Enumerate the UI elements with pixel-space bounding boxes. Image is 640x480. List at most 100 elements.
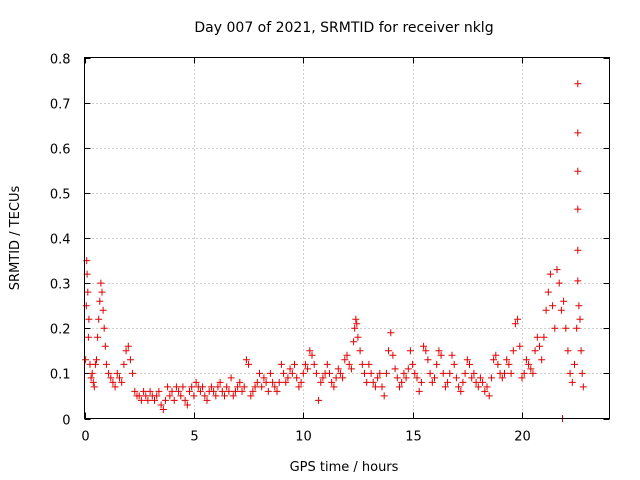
data-point (568, 378, 576, 386)
data-point (452, 374, 460, 382)
data-point (131, 387, 139, 395)
data-point (574, 129, 582, 137)
data-point (562, 324, 570, 332)
data-point (518, 374, 526, 382)
tick-marks (84, 57, 610, 420)
data-point (140, 387, 148, 395)
data-point (420, 342, 428, 350)
data-point (393, 374, 401, 382)
data-point (546, 270, 554, 278)
data-point (371, 383, 379, 391)
data-point (354, 333, 362, 341)
data-point (483, 383, 491, 391)
data-point (437, 351, 445, 359)
data-point (280, 369, 288, 377)
data-point (90, 383, 98, 391)
data-point (341, 356, 349, 364)
data-point (358, 360, 366, 368)
y-tick-label: 0.6 (50, 143, 71, 158)
data-point (566, 369, 574, 377)
data-point (411, 369, 419, 377)
data-point (439, 369, 447, 377)
data-point (507, 369, 515, 377)
data-point (177, 392, 185, 400)
data-point (402, 374, 410, 382)
data-point (231, 387, 239, 395)
data-point (396, 383, 403, 391)
data-point (444, 378, 452, 386)
data-point (212, 392, 220, 400)
data-point (382, 369, 390, 377)
x-tick-label: 20 (514, 430, 531, 445)
data-point (203, 396, 211, 404)
data-point (129, 369, 137, 377)
data-point (137, 396, 145, 404)
data-point (91, 360, 99, 368)
grid-lines (84, 57, 610, 419)
data-point (179, 383, 187, 391)
data-point (361, 369, 368, 377)
data-point (199, 383, 207, 391)
data-point (476, 374, 484, 382)
data-point (450, 360, 458, 368)
data-point (99, 306, 107, 314)
data-point (277, 360, 285, 368)
data-point (251, 383, 259, 391)
data-point (398, 378, 406, 386)
data-point (85, 315, 93, 323)
data-point (236, 378, 244, 386)
data-point (315, 396, 323, 404)
data-point (118, 378, 126, 386)
data-point (310, 360, 318, 368)
data-points (82, 80, 587, 422)
data-point (336, 369, 344, 377)
data-point (284, 374, 292, 382)
data-point (525, 360, 533, 368)
data-point (207, 383, 215, 391)
data-point (551, 324, 559, 332)
data-point (498, 374, 506, 382)
data-point (101, 342, 109, 350)
data-point (574, 277, 582, 285)
data-point (367, 369, 375, 377)
data-point (509, 347, 517, 355)
data-point (579, 383, 587, 391)
data-point (266, 369, 274, 377)
data-point (146, 387, 154, 395)
data-point (326, 369, 333, 377)
data-point (339, 374, 347, 382)
data-point (227, 374, 235, 382)
data-point (84, 333, 92, 341)
data-point (186, 387, 193, 395)
x-axis-label: GPS time / hours (290, 460, 399, 475)
data-point (153, 392, 161, 400)
data-point (286, 365, 294, 373)
data-point (275, 378, 283, 386)
data-point (216, 378, 224, 386)
data-point (234, 383, 242, 391)
data-point (297, 378, 305, 386)
data-point (240, 383, 248, 391)
data-point (308, 351, 316, 359)
data-point (574, 246, 582, 254)
y-tick-label: 0 (62, 414, 70, 429)
data-point (97, 279, 105, 287)
data-point (319, 374, 327, 382)
data-point (459, 378, 467, 386)
data-point (312, 369, 320, 377)
data-point (164, 383, 172, 391)
data-point (485, 392, 493, 400)
data-point (218, 387, 226, 395)
data-point (380, 392, 388, 400)
data-point (474, 383, 482, 391)
data-point (120, 360, 128, 368)
data-point (374, 374, 382, 382)
data-point (560, 297, 568, 305)
data-point (273, 387, 281, 395)
data-point (516, 342, 524, 350)
data-point (328, 378, 336, 386)
data-point (238, 387, 246, 395)
data-point (159, 406, 167, 413)
data-point (225, 387, 233, 395)
